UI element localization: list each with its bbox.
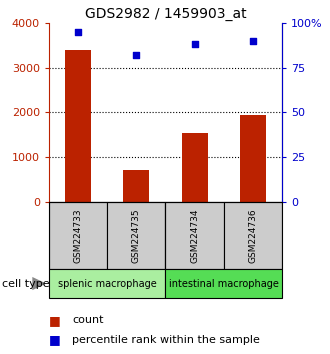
- Text: GSM224735: GSM224735: [132, 208, 141, 263]
- Point: [75, 29, 81, 35]
- Bar: [65, 50, 91, 202]
- Bar: [224, 202, 282, 269]
- Text: count: count: [72, 315, 103, 325]
- Title: GDS2982 / 1459903_at: GDS2982 / 1459903_at: [85, 7, 246, 21]
- Bar: [49, 202, 107, 269]
- Text: splenic macrophage: splenic macrophage: [58, 279, 156, 289]
- Point: [250, 38, 256, 44]
- Text: ■: ■: [49, 314, 61, 327]
- Text: GSM224734: GSM224734: [190, 208, 199, 263]
- Polygon shape: [32, 277, 46, 290]
- Bar: [166, 269, 282, 298]
- Text: GSM224736: GSM224736: [248, 208, 257, 263]
- Point: [134, 52, 139, 58]
- Bar: [240, 115, 266, 202]
- Bar: [49, 269, 166, 298]
- Bar: [166, 202, 224, 269]
- Bar: [123, 171, 149, 202]
- Text: ■: ■: [49, 333, 61, 346]
- Bar: [182, 132, 208, 202]
- Text: percentile rank within the sample: percentile rank within the sample: [72, 335, 260, 345]
- Text: GSM224733: GSM224733: [74, 208, 82, 263]
- Point: [192, 42, 197, 47]
- Text: intestinal macrophage: intestinal macrophage: [169, 279, 279, 289]
- Text: cell type: cell type: [2, 279, 49, 289]
- Bar: [107, 202, 165, 269]
